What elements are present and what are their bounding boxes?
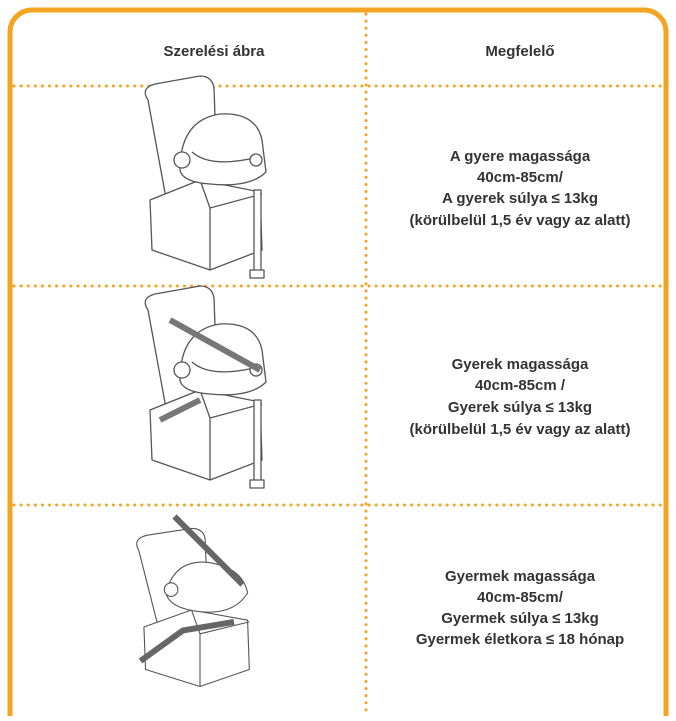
cell-line: Gyerek súlya ≤ 13kg (448, 399, 592, 416)
row-text: Gyermek magassága 40cm-85cm/ Gyermek súl… (416, 568, 624, 648)
cell-line: Gyermek súlya ≤ 13kg (441, 610, 599, 627)
illustration (144, 285, 267, 489)
outer-border (7, 7, 669, 721)
row-text: A gyere magassága 40cm-85cm/ A gyerek sú… (410, 148, 631, 229)
cell-line: 40cm-85cm / (475, 377, 566, 394)
cell-line: Gyerek magassága (452, 356, 589, 373)
cell-line: A gyere magassága (450, 148, 591, 165)
cell-line: (körülbelül 1,5 év vagy az alatt) (410, 212, 631, 229)
cell-line: Gyermek magassága (445, 568, 596, 585)
illustration (144, 75, 267, 279)
cell-line: A gyerek súlya ≤ 13kg (442, 190, 598, 207)
cell-line: 40cm-85cm/ (477, 169, 564, 186)
header: Megfelelő (485, 43, 554, 60)
cell-line: 40cm-85cm/ (477, 589, 564, 606)
cell-line: (körülbelül 1,5 év vagy az alatt) (410, 421, 631, 438)
illustration (136, 514, 250, 688)
header: Szerelési ábra (164, 43, 266, 60)
belt (158, 317, 262, 423)
cell-line: Gyermek életkora ≤ 18 hónap (416, 631, 624, 648)
row-text: Gyerek magassága 40cm-85cm / Gyerek súly… (410, 356, 631, 438)
